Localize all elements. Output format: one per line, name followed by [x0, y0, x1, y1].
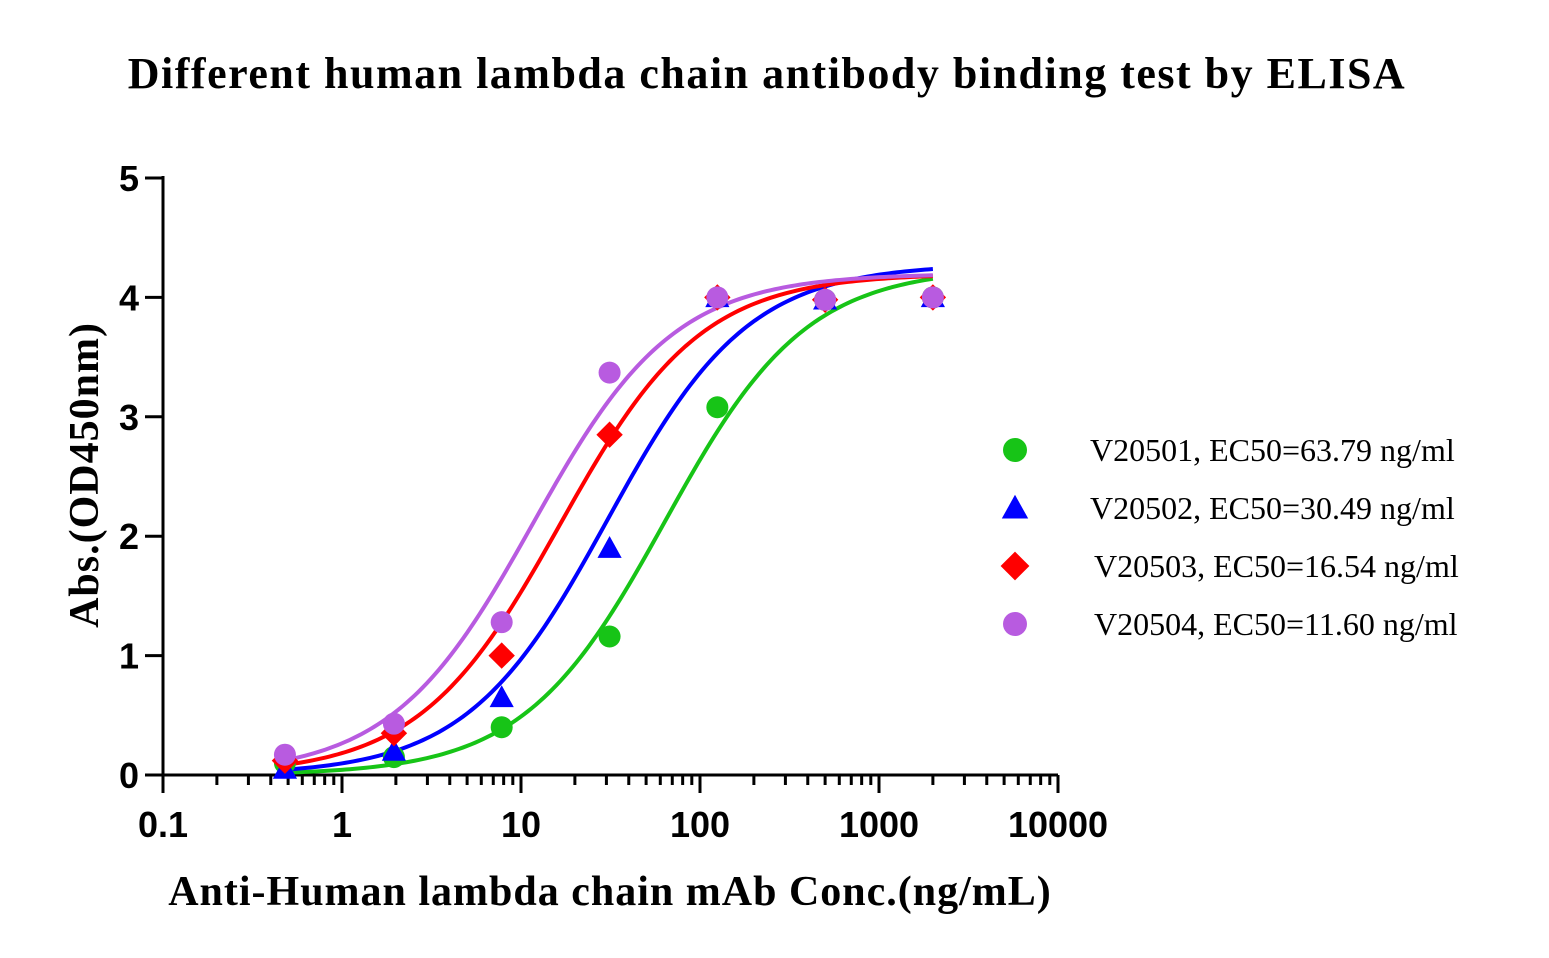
- data-point: [489, 685, 514, 708]
- legend: V20501, EC50=63.79 ng/ml V20502, EC50=30.…: [1000, 432, 1459, 642]
- data-point: [490, 716, 513, 739]
- data-point: [381, 739, 407, 761]
- x-tick-label: 10000: [1008, 804, 1108, 845]
- data-point: [596, 421, 623, 448]
- y-axis-label: Abs.(OD450nm): [62, 322, 108, 628]
- y-tick-label: 3: [119, 397, 139, 438]
- x-tick-label: 1: [332, 804, 352, 845]
- y-tick-label: 5: [119, 158, 139, 199]
- axes: 0 1 2 3 4 5 0.1 1 10 100 1000 10000: [119, 158, 1108, 845]
- data-point: [706, 396, 729, 419]
- legend-label: V20503, EC50=16.54 ng/ml: [1094, 548, 1459, 584]
- data-point: [921, 286, 944, 309]
- legend-label: V20501, EC50=63.79 ng/ml: [1090, 432, 1455, 468]
- legend-label: V20504, EC50=11.60 ng/ml: [1094, 606, 1458, 642]
- x-tick-label: 1000: [839, 804, 919, 845]
- data-point: [598, 625, 621, 648]
- data-point: [488, 642, 515, 669]
- x-tick-label: 0.1: [138, 804, 188, 845]
- legend-label: V20502, EC50=30.49 ng/ml: [1090, 490, 1455, 526]
- data-point: [598, 361, 621, 384]
- x-axis-label: Anti-Human lambda chain mAb Conc.(ng/mL): [168, 869, 1052, 915]
- x-tick-label: 100: [670, 804, 730, 845]
- y-tick-label: 0: [119, 755, 139, 796]
- y-tick-label: 1: [119, 636, 139, 677]
- legend-marker: [1003, 612, 1027, 636]
- data-point: [490, 611, 513, 634]
- chart-title: Different human lambda chain antibody bi…: [128, 49, 1406, 98]
- legend-marker: [1001, 494, 1029, 519]
- x-tick-label: 10: [501, 804, 541, 845]
- legend-marker: [1000, 551, 1030, 581]
- fit-curves: [284, 267, 934, 775]
- data-point: [814, 288, 837, 311]
- legend-marker: [1003, 438, 1027, 462]
- data-point: [273, 743, 296, 766]
- data-points: [271, 284, 947, 779]
- data-point: [597, 536, 622, 558]
- fit-curve: [284, 276, 934, 775]
- y-tick-label: 2: [119, 516, 139, 557]
- fit-curve: [284, 267, 934, 772]
- data-point: [382, 712, 405, 735]
- y-tick-label: 4: [119, 277, 139, 318]
- data-point: [706, 286, 729, 309]
